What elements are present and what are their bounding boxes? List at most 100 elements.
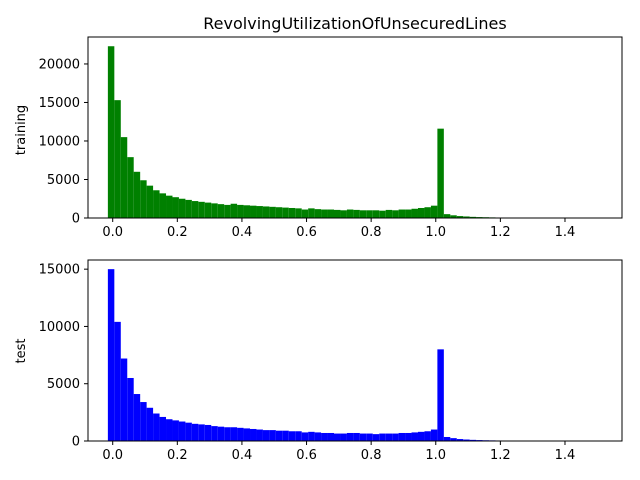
histogram-bar (327, 432, 334, 441)
x-tick-label: 0.4 (232, 448, 253, 463)
histogram-bar (269, 430, 276, 441)
histogram-bar (456, 216, 464, 218)
histogram-bar (107, 46, 115, 218)
training-y-axis-label: training (14, 105, 29, 155)
histogram-bar (411, 432, 418, 441)
histogram-bar (463, 216, 470, 218)
histogram-bar (469, 216, 477, 218)
histogram-bar (250, 205, 257, 218)
histogram-bar (385, 433, 393, 441)
histogram-bar (159, 193, 167, 218)
histogram-bar (224, 204, 231, 218)
histogram-bar (127, 377, 134, 441)
histogram-bar (353, 209, 360, 218)
histogram-bar (379, 433, 386, 441)
histogram-bar (443, 436, 451, 441)
x-tick-label: 0.4 (232, 225, 253, 240)
histogram-bar (250, 428, 257, 441)
x-tick-label: 0.8 (361, 225, 382, 240)
histogram-bar (366, 433, 373, 441)
x-tick-label: 0.2 (167, 448, 188, 463)
histogram-bar (269, 206, 276, 218)
histogram-bar (437, 128, 444, 218)
histogram-bar (443, 214, 451, 218)
histogram-bar (237, 427, 244, 441)
histogram-bar (230, 427, 238, 441)
histogram-bar (334, 433, 341, 441)
histogram-bar (340, 433, 347, 441)
histogram-bar (469, 439, 477, 441)
histogram-bar (204, 202, 212, 218)
histogram-bar (243, 205, 251, 218)
x-tick-label: 0.6 (296, 225, 317, 240)
histogram-bar (275, 430, 283, 441)
histogram-bar (224, 427, 231, 441)
histogram-bar (178, 198, 186, 218)
histogram-bar (411, 208, 418, 218)
histogram-bar (295, 431, 302, 441)
histogram-bar (450, 215, 457, 218)
histogram-bar (243, 428, 251, 441)
histogram-bar (288, 207, 296, 218)
histogram-bar (398, 432, 406, 441)
histogram-bar (392, 433, 399, 441)
chart-title: RevolvingUtilizationOfUnsecuredLines (203, 14, 506, 33)
histogram-bar (114, 321, 121, 441)
histogram-bar (301, 432, 309, 441)
histogram-bar (237, 204, 244, 218)
histogram-bar (463, 439, 470, 441)
histogram-bar (424, 431, 431, 441)
histogram-bar (314, 432, 322, 441)
histogram-bar (372, 210, 380, 218)
x-tick-label: 1.2 (490, 225, 511, 240)
histogram-bar (327, 209, 334, 218)
histogram-bar (159, 416, 167, 441)
histogram-bar (295, 208, 302, 218)
histogram-bar (178, 421, 186, 441)
histogram-bar (417, 431, 425, 441)
histogram-bar (430, 205, 438, 218)
histogram-bar (120, 358, 128, 441)
histogram-bar (417, 207, 425, 218)
histogram-bar (430, 429, 438, 441)
histogram-bar (140, 402, 147, 441)
x-tick-label: 1.4 (555, 448, 576, 463)
x-tick-label: 1.2 (490, 448, 511, 463)
histogram-bar (127, 157, 134, 218)
histogram-bar (153, 413, 160, 441)
histogram-bar (405, 209, 412, 218)
histogram-bar (133, 171, 141, 218)
histogram-bar (185, 422, 192, 441)
x-tick-label: 1.4 (555, 225, 576, 240)
histogram-bar (217, 204, 225, 218)
y-tick-label: 5000 (47, 173, 80, 188)
histogram-bar (308, 208, 315, 218)
histogram-bar (191, 423, 199, 441)
training-histogram-panel: 0.0 0.2 0.4 0.6 0.8 1.0 1.2 1.4 0 5000 10000 15000 2… (39, 36, 623, 240)
histogram-bar (372, 434, 380, 441)
histogram-bar (385, 209, 393, 218)
histogram-bar (172, 197, 179, 218)
y-tick-label: 0 (72, 435, 80, 450)
histogram-bar (398, 209, 406, 218)
y-tick-label: 10000 (39, 134, 80, 149)
histogram-bar (282, 430, 289, 441)
histogram-bar (191, 201, 199, 218)
histogram-bar (204, 424, 212, 441)
histogram-bar (334, 209, 341, 218)
histogram-bar (275, 207, 283, 218)
histogram-bar (256, 206, 263, 218)
histogram-bar (321, 209, 328, 218)
y-tick-label: 15000 (39, 96, 80, 111)
histogram-bar (166, 419, 173, 441)
y-tick-label: 10000 (39, 320, 80, 335)
test-histogram-panel: 0.0 0.2 0.4 0.6 0.8 1.0 1.2 1.4 0 5000 10000 15000 (39, 259, 623, 463)
histogram-bar (166, 195, 173, 218)
histogram-bar (230, 203, 238, 218)
histogram-bar (424, 207, 431, 218)
test-y-axis-label: test (14, 339, 29, 364)
x-tick-label: 0.8 (361, 448, 382, 463)
histogram-bar (314, 209, 322, 218)
histogram-bar (172, 420, 179, 441)
